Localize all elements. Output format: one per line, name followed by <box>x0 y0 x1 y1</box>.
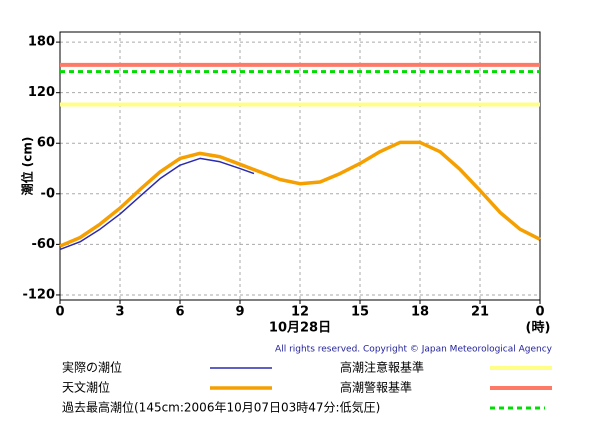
x-tick-label: 9 <box>235 305 244 320</box>
x-tick-label: 21 <box>471 305 489 320</box>
series-line <box>59 157 255 251</box>
y-tick-label: 60 <box>37 136 55 151</box>
y-axis-label: 潮位 (cm) <box>20 137 35 196</box>
legend-label: 過去最高潮位(145cm:2006年10月07日03時47分:低気圧) <box>62 400 380 415</box>
y-tick-label: -120 <box>22 287 55 302</box>
y-tick-label: 120 <box>28 85 55 100</box>
x-tick-label: 18 <box>411 305 429 320</box>
y-tick-label: -0 <box>41 186 55 201</box>
x-unit: (時) <box>526 320 551 336</box>
x-tick-label: 0 <box>535 305 544 320</box>
copyright: All rights reserved. Copyright © Japan M… <box>275 345 553 355</box>
legend-label: 実際の潮位 <box>62 360 122 375</box>
legend-label: 高潮警報基準 <box>340 380 412 395</box>
y-tick-label: -60 <box>32 237 56 252</box>
plot-frame <box>59 31 541 301</box>
x-tick-label: 6 <box>175 305 184 320</box>
legend-label: 高潮注意報基準 <box>340 360 424 375</box>
x-axis-label: 10月28日 <box>269 321 331 336</box>
x-tick-label: 15 <box>351 305 369 320</box>
x-tick-label: 12 <box>291 305 309 320</box>
legend-label: 天文潮位 <box>62 380 110 395</box>
series-line <box>59 140 541 248</box>
x-tick-label: 0 <box>55 305 64 320</box>
y-tick-label: 180 <box>28 35 55 50</box>
x-tick-label: 3 <box>115 305 124 320</box>
